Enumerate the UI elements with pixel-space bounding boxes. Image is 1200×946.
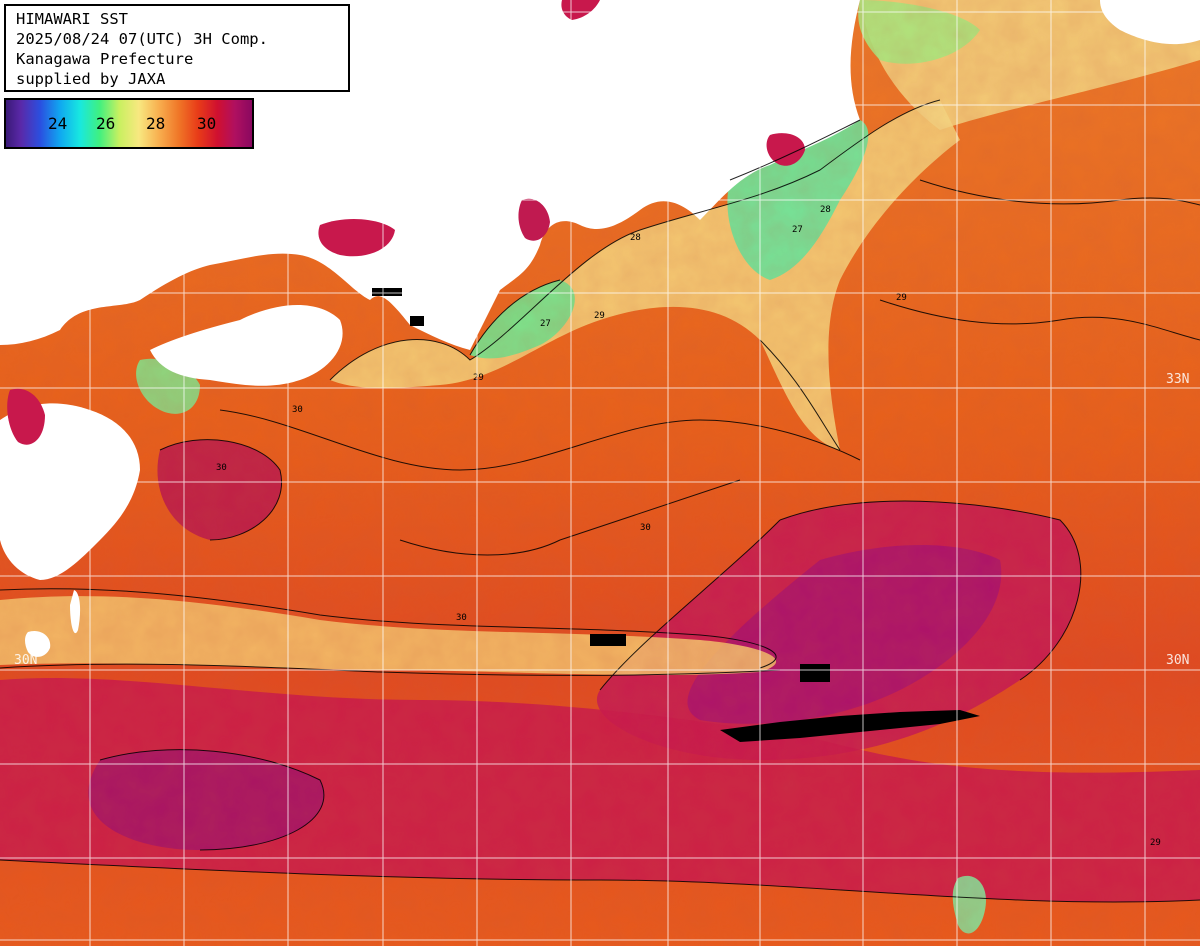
hot-bay-ise xyxy=(518,198,550,241)
land-shikoku xyxy=(150,305,343,386)
longitude-label-top: 135 xyxy=(482,0,497,2)
contour-label: 30 xyxy=(216,463,227,473)
land-boso xyxy=(1100,0,1200,45)
hot-strait-kanmon xyxy=(7,388,46,445)
contour-labels: 29 29 30 30 28 28 27 27 29 29 30 30 xyxy=(216,205,1161,848)
contour-label: 29 xyxy=(896,293,907,303)
product-title: HIMAWARI SST xyxy=(16,10,128,28)
legend-tick-24: 24 xyxy=(48,114,68,133)
contour-label: 30 xyxy=(456,613,467,623)
date-time: 2025/08/24 07(UTC) 3H Comp. xyxy=(16,30,268,48)
provider: Kanagawa Prefecture xyxy=(16,50,194,68)
contour-label: 30 xyxy=(640,523,651,533)
latitude-label-30n-east: 30N xyxy=(1166,653,1190,668)
data-supplier: supplied by JAXA xyxy=(16,70,166,88)
cloud-gap-5 xyxy=(372,288,402,296)
contour-label: 28 xyxy=(820,205,831,215)
land-awaji xyxy=(387,239,410,270)
hot-bay-suruga xyxy=(766,133,805,166)
land-kyushu xyxy=(0,403,140,580)
info-box: HIMAWARI SST 2025/08/24 07(UTC) 3H Comp.… xyxy=(4,4,350,92)
legend-tick-26: 26 xyxy=(96,114,116,133)
land-tanegashima xyxy=(25,630,51,657)
contour-label: 30 xyxy=(292,405,303,415)
hot-bay-osaka xyxy=(318,218,395,257)
contour-label: 27 xyxy=(540,319,551,329)
cloud-gap-2 xyxy=(800,664,830,682)
contour-label: 28 xyxy=(630,233,641,243)
cloud-gap-3 xyxy=(720,710,980,742)
latitude-label-33n: 33N xyxy=(1166,372,1190,387)
cloud-gap-1 xyxy=(590,634,626,646)
legend-tick-28: 28 xyxy=(146,114,166,133)
color-scale-legend: 24 26 28 30 xyxy=(4,98,254,149)
contour-label: 29 xyxy=(594,311,605,321)
contour-lines xyxy=(0,99,1200,903)
land-yakushima xyxy=(70,590,81,634)
contour-label: 29 xyxy=(473,373,484,383)
legend-tick-30: 30 xyxy=(197,114,217,133)
land-north-inlet xyxy=(439,0,560,130)
contour-label: 27 xyxy=(792,225,803,235)
cloud-gap-4 xyxy=(410,316,424,326)
latitude-label-30n-west: 30N xyxy=(14,653,38,668)
contour-label: 29 xyxy=(1150,838,1161,848)
